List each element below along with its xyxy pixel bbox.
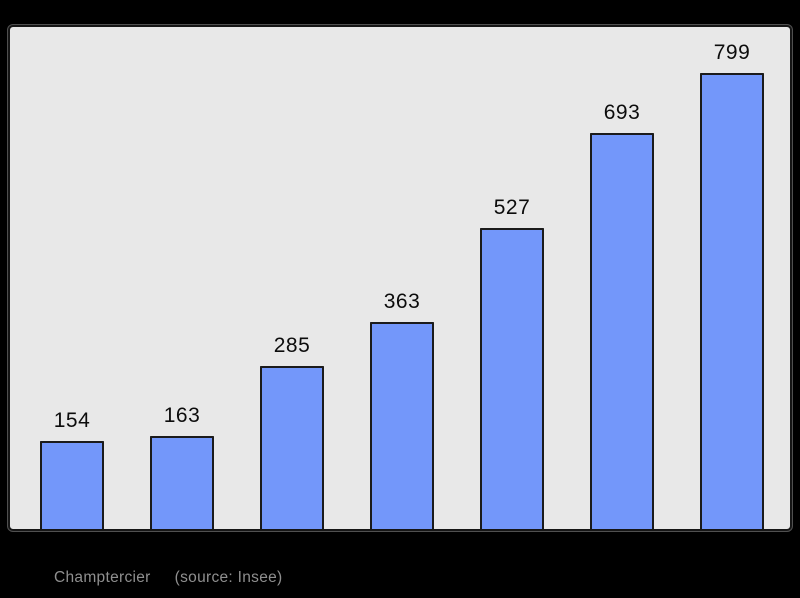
bars-container: 154 163 285 363 527 693 799 xyxy=(10,27,790,529)
bar xyxy=(260,366,324,529)
bar-value-label: 154 xyxy=(53,408,91,432)
bar xyxy=(700,73,764,529)
bar xyxy=(480,228,544,529)
bar-group: 363 xyxy=(370,290,434,529)
bar-value-label: 285 xyxy=(273,333,311,357)
bar xyxy=(370,322,434,529)
bar-group: 527 xyxy=(480,196,544,529)
bar-group: 154 xyxy=(40,409,104,529)
bar xyxy=(40,441,104,529)
bar-value-label: 163 xyxy=(163,403,201,427)
bar-group: 799 xyxy=(700,41,764,529)
bar-group: 285 xyxy=(260,334,324,529)
bar xyxy=(150,436,214,529)
bar-value-label: 363 xyxy=(383,289,421,313)
chart-caption: Champtercier (source: Insee) xyxy=(54,569,283,587)
caption-source: (source: Insee) xyxy=(174,569,283,586)
bar-value-label: 799 xyxy=(713,40,751,64)
chart-panel: 154 163 285 363 527 693 799 xyxy=(8,25,792,531)
bar-value-label: 527 xyxy=(493,195,531,219)
caption-commune: Champtercier xyxy=(54,569,151,586)
bar-group: 163 xyxy=(150,404,214,529)
bar xyxy=(590,133,654,529)
bar-value-label: 693 xyxy=(603,100,641,124)
bar-group: 693 xyxy=(590,101,654,529)
